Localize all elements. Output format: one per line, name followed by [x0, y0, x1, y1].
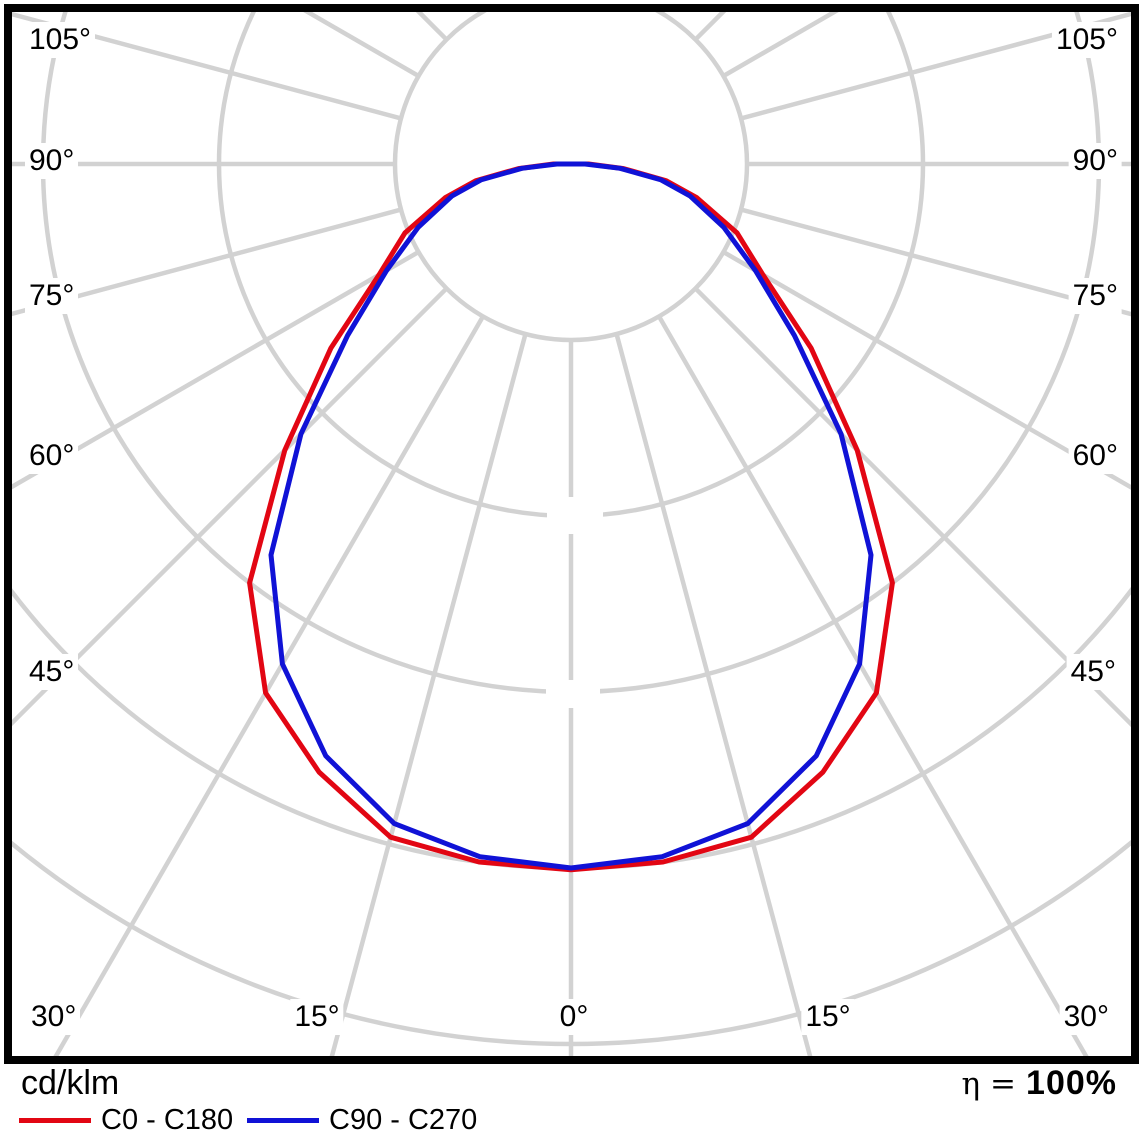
- legend-swatch-c0-c180: [19, 1117, 91, 1123]
- legend-swatch-c90-c270: [247, 1117, 319, 1123]
- grid-ray: [657, 315, 1089, 1056]
- grid-ray: [722, 250, 1131, 490]
- grid-label-gap: [546, 680, 600, 708]
- legend-item-c0-c180: C0 - C180: [19, 1103, 234, 1136]
- curve-c90-c270: [268, 161, 874, 871]
- grid-ray: [740, 12, 1131, 121]
- grid-ray: [53, 315, 485, 1056]
- efficiency-label: η = 100%: [961, 1066, 1117, 1100]
- curve-c0-c180: [247, 161, 895, 873]
- grid-label-gap: [547, 497, 603, 534]
- grid-ray: [12, 286, 449, 727]
- grid-ray: [12, 12, 402, 121]
- legend-label-c0-c180: C0 - C180: [101, 1103, 234, 1136]
- grid-ray: [12, 250, 420, 490]
- legend-label-c90-c270: C90 - C270: [329, 1103, 478, 1136]
- grid-ring: [392, 12, 750, 343]
- grid-ray: [329, 333, 528, 1056]
- grid-ray: [693, 286, 1131, 728]
- legend-item-c90-c270: C90 - C270: [247, 1103, 478, 1136]
- chart-frame: [4, 4, 1139, 1064]
- intensity-curves: [247, 161, 895, 873]
- eta-symbol: η: [961, 1066, 981, 1102]
- units-label: cd/klm: [21, 1064, 120, 1102]
- eta-equals: =: [990, 1066, 1017, 1102]
- grid-ray: [740, 207, 1131, 317]
- grid-ray: [12, 207, 402, 317]
- grid-ray: [614, 333, 813, 1056]
- eta-value: 100%: [1026, 1064, 1117, 1102]
